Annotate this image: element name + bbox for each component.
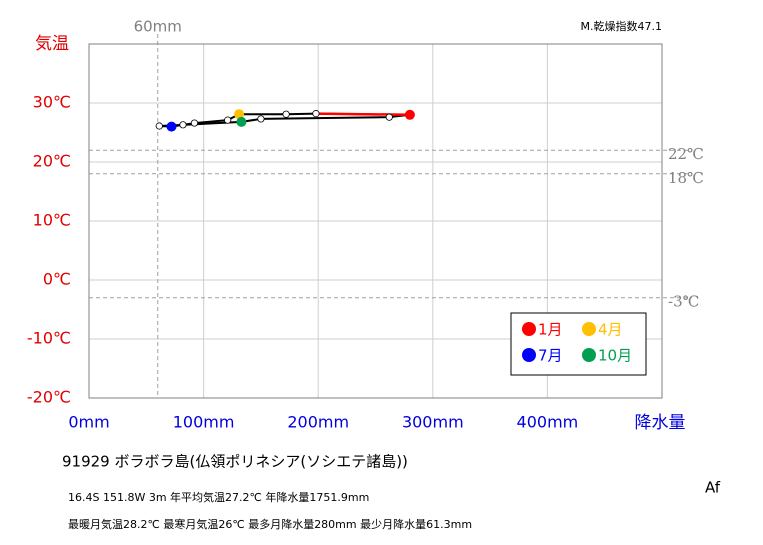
month-point — [404, 109, 415, 120]
legend-label: 4月 — [598, 321, 623, 339]
month-point — [312, 110, 320, 118]
legend-label: 10月 — [598, 347, 632, 365]
x-tick-label: 200mm — [287, 413, 349, 432]
month-point — [385, 113, 393, 121]
month-point — [166, 121, 177, 132]
legend-swatch — [522, 348, 536, 362]
legend-box — [510, 312, 647, 376]
y-axis-label: 気温 — [35, 34, 69, 54]
legend-label: 1月 — [538, 321, 563, 339]
climate-class: Af — [705, 479, 721, 497]
info-line: 16.4S 151.8W 3m 年平均気温27.2℃ 年降水量1751.9mm — [68, 490, 369, 504]
legend-swatch — [582, 322, 596, 336]
reference-label: 18℃ — [668, 169, 704, 187]
plot-border — [88, 43, 663, 399]
first-segment — [315, 112, 410, 117]
month-point — [190, 119, 199, 127]
reference-label: 60mm — [134, 18, 182, 36]
reference-label: 22℃ — [668, 145, 704, 163]
x-tick-label: 100mm — [173, 413, 235, 432]
x-tick-label: 400mm — [517, 413, 579, 432]
month-point — [236, 116, 247, 127]
reference-label: -3℃ — [668, 293, 699, 311]
month-point — [257, 115, 265, 123]
y-tick-label: 0℃ — [43, 270, 71, 289]
x-tick-label: 0mm — [68, 413, 109, 432]
month-point — [155, 122, 163, 130]
x-tick-label: 300mm — [402, 413, 464, 432]
month-point — [224, 116, 232, 124]
legend-label: 7月 — [538, 347, 563, 365]
index-label: M.乾燥指数47.1 — [581, 19, 662, 33]
info-line: 最暖月気温28.2℃ 最寒月気温26℃ 最多月降水量280mm 最少月降水量61… — [68, 517, 472, 531]
legend-swatch — [582, 348, 596, 362]
y-tick-label: -20℃ — [27, 388, 71, 407]
month-point — [234, 109, 245, 120]
month-point — [282, 110, 290, 118]
y-tick-label: 20℃ — [33, 152, 71, 171]
y-tick-label: 30℃ — [33, 93, 71, 112]
y-tick-label: 10℃ — [33, 211, 71, 230]
chart-title: 91929 ボラボラ島(仏領ポリネシア(ソシエテ諸島)) — [62, 453, 408, 471]
y-tick-label: -10℃ — [27, 329, 71, 348]
month-point — [179, 121, 187, 129]
x-axis-label: 降水量 — [635, 413, 686, 433]
legend-swatch — [522, 322, 536, 336]
